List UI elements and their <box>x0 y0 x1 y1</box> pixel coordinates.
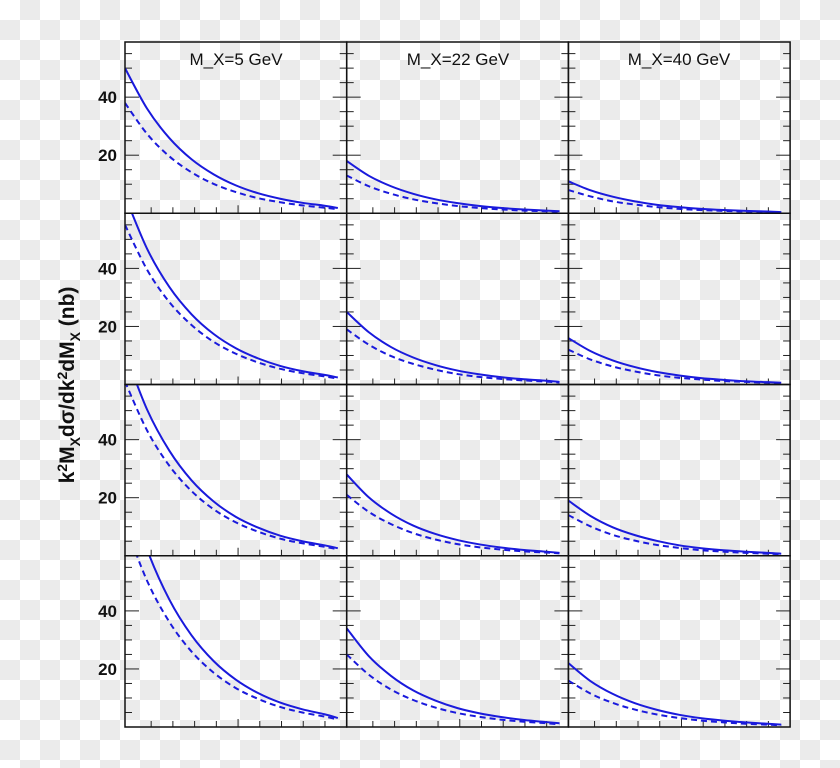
dashed-curve <box>346 174 560 213</box>
solid-curve <box>346 473 560 554</box>
panel-frame <box>567 383 791 557</box>
y-tick-label: 40 <box>98 431 117 450</box>
dashed-curve <box>125 384 339 551</box>
panel-r1-c3 <box>567 41 791 214</box>
panel-frame <box>567 212 791 386</box>
y-tick-label: 40 <box>98 88 117 107</box>
panel-r4-c2 <box>345 555 570 728</box>
dashed-curve <box>125 102 338 211</box>
panel-r3-c3 <box>567 383 791 557</box>
panel-frame <box>345 383 570 557</box>
panel-frame <box>124 212 348 386</box>
panel-frame <box>124 383 348 557</box>
solid-curve <box>346 160 560 213</box>
dashed-curve <box>346 328 560 384</box>
solid-curve <box>135 384 339 550</box>
panel-frame <box>124 555 348 728</box>
solid-curve <box>568 662 782 726</box>
dashed-curve <box>568 514 782 556</box>
dashed-curve <box>125 224 339 380</box>
dashed-curve <box>568 679 782 727</box>
solid-curve <box>346 311 560 383</box>
panel-frame <box>345 555 570 728</box>
dashed-curve <box>346 494 560 555</box>
y-tick-label: 20 <box>98 317 117 336</box>
y-tick-label: 20 <box>98 146 117 165</box>
y-axis-label: k2MXdσ/dk2dMX (nb) <box>54 287 83 484</box>
solid-curve <box>568 499 782 555</box>
solid-curve <box>568 337 782 384</box>
panel-frame <box>345 212 570 386</box>
solid-curve <box>130 213 339 379</box>
solid-curve <box>568 180 782 214</box>
solid-curve <box>346 627 560 725</box>
dashed-curve <box>135 555 339 721</box>
solid-curve <box>148 555 339 719</box>
panel-r3-c2 <box>345 383 570 557</box>
y-tick-label: 40 <box>98 602 117 621</box>
dashed-curve <box>568 348 782 385</box>
panel-frame <box>567 555 791 728</box>
panel-r4-c3 <box>567 555 791 728</box>
column-title-5gev: M_X=5 GeV <box>189 50 283 69</box>
dashed-curve <box>346 653 560 726</box>
y-tick-label: 20 <box>98 660 117 679</box>
column-title-40gev: M_X=40 GeV <box>627 50 731 69</box>
y-tick-label: 20 <box>98 489 117 508</box>
column-title-22gev: M_X=22 GeV <box>406 50 510 69</box>
solid-curve <box>125 67 339 210</box>
y-tick-label: 40 <box>98 259 117 278</box>
panel-r2-c3 <box>567 212 791 386</box>
dashed-curve <box>568 189 782 214</box>
panel-r2-c2 <box>345 212 570 386</box>
